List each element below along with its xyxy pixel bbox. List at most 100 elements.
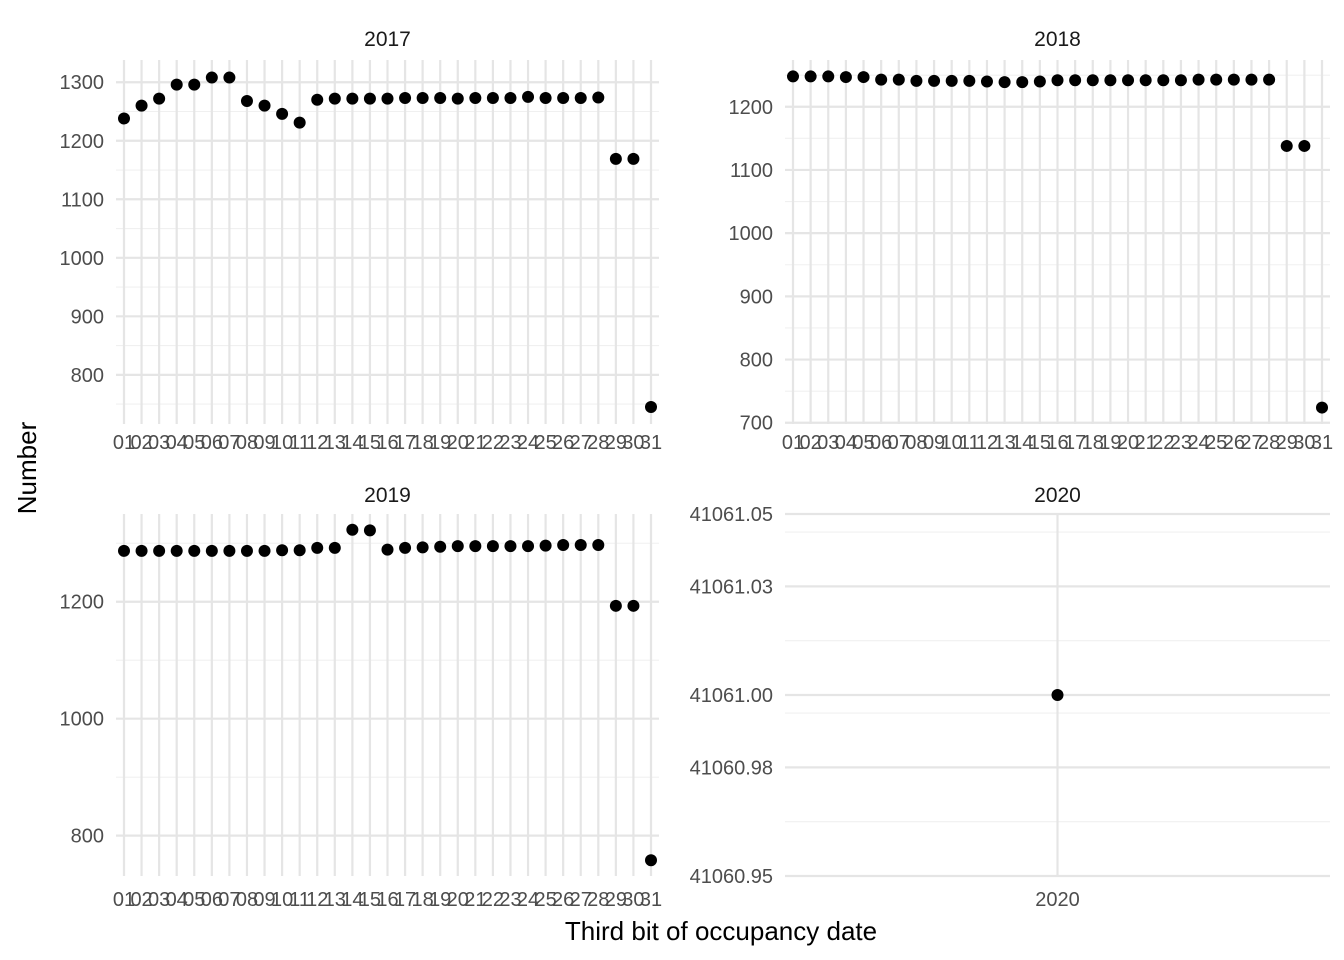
data-point [381, 92, 394, 105]
x-tick-label: 22 [482, 432, 504, 454]
data-point [539, 92, 552, 105]
gridlines [116, 514, 659, 876]
y-tick-label: 1200 [60, 131, 105, 153]
y-tick-label: 1100 [61, 189, 104, 211]
data-point [258, 99, 271, 112]
x-tick-label: 19 [429, 889, 451, 911]
x-tick-label: 16 [376, 889, 398, 911]
x-tick-label: 31 [640, 889, 662, 911]
gridlines [785, 60, 1330, 424]
x-tick-label: 09 [253, 432, 275, 454]
data-point [1174, 74, 1187, 87]
data-point [399, 541, 412, 554]
x-tick-label: 18 [1082, 432, 1104, 454]
data-point [170, 544, 183, 557]
y-tick-label: 700 [740, 413, 773, 435]
x-tick-label: 12 [306, 432, 328, 454]
data-point [276, 107, 289, 120]
data-point [1033, 75, 1046, 88]
data-point [787, 70, 799, 83]
x-tick-label: 17 [394, 889, 416, 911]
y-tick-label: 41061.05 [690, 504, 773, 526]
y-tick-label: 1100 [730, 160, 773, 182]
x-tick-label: 04 [166, 889, 188, 911]
x-tick-label: 05 [183, 432, 205, 454]
x-tick-label: 27 [570, 432, 592, 454]
data-point [135, 99, 148, 112]
x-tick-label: 20 [447, 889, 469, 911]
x-tick-label: 14 [341, 889, 363, 911]
data-point [910, 74, 923, 87]
data-point [205, 71, 218, 84]
x-tick-label: 21 [464, 889, 486, 911]
x-tick-label: 11 [289, 889, 310, 911]
x-tick-label: 20 [1117, 432, 1139, 454]
y-tick-label: 1200 [60, 592, 105, 614]
data-point [1051, 689, 1064, 701]
panel-title: 2020 [1034, 484, 1081, 507]
data-point [469, 540, 482, 553]
x-tick-label: 15 [359, 432, 381, 454]
y-tick-label: 900 [71, 306, 104, 328]
data-point [539, 539, 552, 552]
x-tick-label: 26 [552, 889, 574, 911]
data-point [1263, 73, 1276, 86]
x-tick-label: 30 [1293, 432, 1315, 454]
x-tick-label: 22 [482, 889, 504, 911]
data-point [1051, 74, 1064, 87]
y-axis-title: Number [12, 421, 42, 514]
x-tick-label: 23 [499, 432, 521, 454]
x-tick-label: 07 [888, 432, 910, 454]
x-tick-label: 08 [236, 889, 258, 911]
x-tick-label: 30 [622, 432, 644, 454]
x-tick-label: 04 [835, 432, 857, 454]
data-point [980, 75, 993, 88]
data-point [522, 90, 535, 103]
x-tick-label: 26 [1223, 432, 1245, 454]
x-tick-label: 24 [1187, 432, 1209, 454]
x-tick-label: 27 [1240, 432, 1262, 454]
x-tick-label: 25 [534, 889, 556, 911]
y-tick-label: 1000 [60, 248, 105, 270]
data-point [205, 544, 218, 557]
data-point [1192, 73, 1205, 86]
panel-2019: 8001000120001020304050607080910111213141… [60, 484, 663, 911]
data-point [1316, 401, 1328, 414]
data-point [963, 74, 976, 87]
x-tick-label: 12 [976, 432, 998, 454]
x-tick-label: 06 [201, 432, 223, 454]
x-tick-label: 28 [587, 432, 609, 454]
data-point [1139, 74, 1152, 87]
x-tick-label: 02 [130, 432, 152, 454]
data-point [1104, 74, 1117, 87]
panel-2020: 41060.95 41060.98 41061.00 41061.03 41061.05… [690, 484, 1330, 911]
x-tick-label: 13 [324, 889, 346, 911]
x-tick-label: 05 [852, 432, 874, 454]
data-point [1245, 73, 1258, 86]
data-point [592, 538, 605, 551]
x-tick-label: 03 [148, 889, 170, 911]
x-tick-label: 21 [464, 432, 486, 454]
data-point [240, 544, 253, 557]
x-tick-label: 20 [447, 432, 469, 454]
data-point [311, 93, 324, 106]
data-point [363, 92, 376, 105]
data-point [328, 541, 341, 554]
x-tick-label: 19 [1099, 432, 1121, 454]
data-point [839, 71, 852, 84]
data-point [609, 599, 622, 612]
panel-title: 2019 [364, 484, 411, 507]
x-tick-label: 14 [341, 432, 363, 454]
facet-panels: 8009001000110012001300010203040506070809… [60, 28, 1334, 911]
data-point [857, 71, 870, 84]
data-point [804, 70, 817, 83]
data-point [399, 92, 412, 105]
x-tick-label: 14 [1011, 432, 1033, 454]
x-tick-label: 28 [1258, 432, 1280, 454]
data-point [293, 544, 306, 557]
data-point [451, 92, 464, 105]
x-tick-label: 15 [1029, 432, 1051, 454]
x-tick-label: 03 [148, 432, 170, 454]
y-tick-label: 1000 [729, 223, 774, 245]
y-tick-label: 800 [740, 350, 773, 372]
